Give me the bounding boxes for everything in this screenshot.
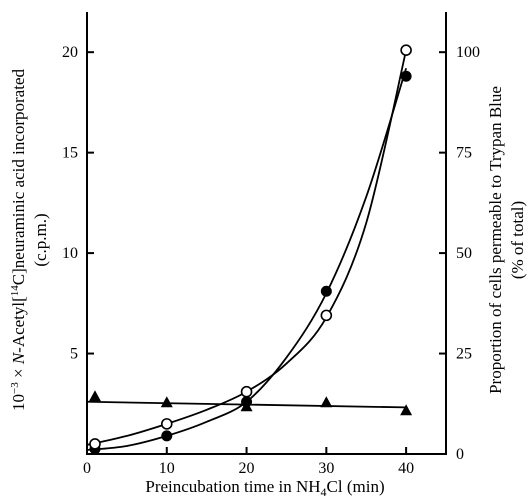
point-filled-circle	[161, 430, 173, 442]
point-filled-triangle	[88, 390, 101, 402]
y-left-tick-label: 5	[70, 346, 78, 363]
y-right-tick-label: 25	[456, 346, 472, 363]
x-tick-label: 30	[318, 460, 334, 477]
y-left-tick-label: 20	[62, 44, 78, 61]
point-filled-circle	[320, 285, 332, 297]
x-tick-label: 40	[398, 460, 414, 477]
axis-labels: Preincubation time in NH4Cl (min) 10−3 × …	[9, 69, 527, 498]
y-left-axis-label-line1: 10−3 × N-Acetyl[14C]neuraminic acid inco…	[9, 69, 28, 411]
y-left-axis-label-line2: (c.p.m.)	[31, 213, 50, 266]
y-right-tick-label: 100	[456, 44, 480, 61]
point-open-circle	[320, 309, 333, 322]
point-open-circle	[160, 418, 173, 430]
x-axis-label: Preincubation time in NH4Cl (min)	[145, 477, 384, 498]
series-markers	[88, 44, 413, 455]
y-right-tick-label: 0	[456, 446, 464, 463]
series-line-filled-circle	[86, 67, 407, 451]
y-left-tick-label: 10	[62, 245, 78, 262]
series-line-open-circle	[86, 49, 407, 446]
x-tick-label: 20	[239, 460, 255, 477]
y-right-axis-label-line1: Proportion of cells permeable to Trypan …	[486, 86, 505, 394]
x-tick-label: 10	[159, 460, 175, 477]
plot-frame	[86, 12, 447, 455]
x-tick-label: 0	[83, 460, 91, 477]
point-filled-triangle	[160, 396, 173, 408]
point-filled-triangle	[400, 404, 413, 416]
y-left-tick-label: 15	[62, 145, 78, 162]
point-open-circle	[400, 44, 412, 56]
y-right-axis-label-line2: (% of total)	[508, 201, 527, 279]
point-open-circle	[89, 438, 101, 450]
y-left-axis-label: 10−3 × N-Acetyl[14C]neuraminic acid inco…	[9, 69, 50, 411]
axes: 0 10 20 30 40 5 10 15 20 0 25 50 75 100	[62, 12, 480, 477]
point-filled-triangle	[320, 396, 333, 408]
y-right-tick-label: 75	[456, 145, 472, 162]
y-right-tick-label: 50	[456, 245, 472, 262]
point-filled-triangle	[240, 400, 253, 412]
y-right-axis-label: Proportion of cells permeable to Trypan …	[486, 86, 527, 394]
point-filled-circle	[400, 70, 412, 82]
point-open-circle	[240, 385, 253, 398]
